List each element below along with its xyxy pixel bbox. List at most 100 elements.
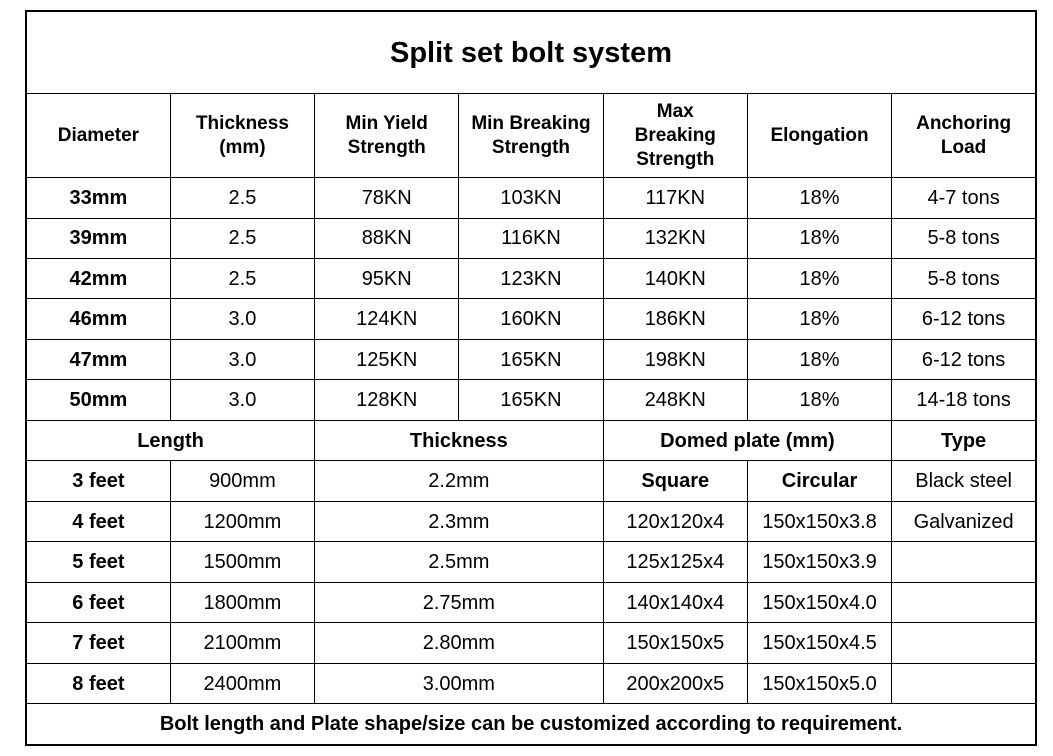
table-cell: 125KN <box>314 338 460 381</box>
table-cell: 18% <box>746 217 893 259</box>
table-cell: 39mm <box>25 217 171 259</box>
table-cell: 18% <box>746 298 893 340</box>
table-cell: 2.5mm <box>314 541 604 583</box>
table-cell: 8 feet <box>25 662 171 705</box>
table-cell: 123KN <box>458 257 604 300</box>
table-cell: 88KN <box>314 217 460 259</box>
table-cell: 2400mm <box>169 662 316 705</box>
table-cell: 160KN <box>458 298 604 340</box>
data-row: 42mm 2.5 95KN 123KN 140KN 18% 5-8 tons <box>25 257 1037 300</box>
table-cell: 2.5 <box>169 257 316 300</box>
table-cell: 248KN <box>602 379 748 421</box>
table-cell: 6-12 tons <box>891 298 1037 340</box>
table-cell: 1200mm <box>169 500 316 543</box>
data-row: 50mm 3.0 128KN 165KN 248KN 18% 14-18 tons <box>25 379 1037 421</box>
table-cell: 2.5 <box>169 217 316 259</box>
table-cell: 150x150x3.9 <box>746 541 893 583</box>
column-header: Min Breaking Strength <box>458 92 604 179</box>
table-cell: 18% <box>746 379 893 421</box>
column-header: Diameter <box>25 92 171 179</box>
table-cell: 3.00mm <box>314 662 604 705</box>
footer-row: Bolt length and Plate shape/size can be … <box>25 703 1037 746</box>
table-cell: 5 feet <box>25 541 171 583</box>
table-cell: 132KN <box>602 217 748 259</box>
table-cell: 18% <box>746 257 893 300</box>
table-cell: 150x150x3.8 <box>746 500 893 543</box>
table-cell: 2.75mm <box>314 581 604 624</box>
title-row: Split set bolt system <box>25 10 1037 94</box>
table-cell: 18% <box>746 177 893 219</box>
table-cell: 128KN <box>314 379 460 421</box>
table-cell: 2.80mm <box>314 622 604 664</box>
table-cell: 18% <box>746 338 893 381</box>
table-cell: 150x150x4.0 <box>746 581 893 624</box>
table-cell: 140x140x4 <box>602 581 748 624</box>
table-cell: 150x150x5.0 <box>746 662 893 705</box>
table-cell: 103KN <box>458 177 604 219</box>
table-cell: 2100mm <box>169 622 316 664</box>
table-cell: 95KN <box>314 257 460 300</box>
table-cell: 5-8 tons <box>891 257 1037 300</box>
section-header: Domed plate (mm) <box>602 419 893 462</box>
footer-note: Bolt length and Plate shape/size can be … <box>25 703 1037 746</box>
column-header: Thickness (mm) <box>169 92 316 179</box>
data-row: 33mm 2.5 78KN 103KN 117KN 18% 4-7 tons <box>25 177 1037 219</box>
empty-cell <box>891 541 1037 583</box>
table-cell: 120x120x4 <box>602 500 748 543</box>
table-cell: 186KN <box>602 298 748 340</box>
table-cell: 125x125x4 <box>602 541 748 583</box>
table-cell: 900mm <box>169 460 316 502</box>
table-cell: 2.3mm <box>314 500 604 543</box>
table-cell: 4-7 tons <box>891 177 1037 219</box>
data-row: 7 feet 2100mm 2.80mm 150x150x5 150x150x4.5 <box>25 622 1037 664</box>
table-cell: 117KN <box>602 177 748 219</box>
table-cell: 198KN <box>602 338 748 381</box>
table-cell: 2.2mm <box>314 460 604 502</box>
table-cell: Square <box>602 460 748 502</box>
table-cell: 3 feet <box>25 460 171 502</box>
table-cell: 14-18 tons <box>891 379 1037 421</box>
data-row: 4 feet 1200mm 2.3mm 120x120x4 150x150x3.8 Gal… <box>25 500 1037 543</box>
table-cell: 6 feet <box>25 581 171 624</box>
data-row: 39mm 2.5 88KN 116KN 132KN 18% 5-8 tons <box>25 217 1037 259</box>
table-cell: 3.0 <box>169 298 316 340</box>
spec-table: Split set bolt system Diameter Thickness … <box>25 10 1037 746</box>
table-cell: 42mm <box>25 257 171 300</box>
table-cell: 33mm <box>25 177 171 219</box>
data-row: 6 feet 1800mm 2.75mm 140x140x4 150x150x4.0 <box>25 581 1037 624</box>
table-cell: 150x150x4.5 <box>746 622 893 664</box>
table-cell: 150x150x5 <box>602 622 748 664</box>
table-cell: 124KN <box>314 298 460 340</box>
column-header: Anchoring Load <box>891 92 1037 179</box>
data-row: 3 feet 900mm 2.2mm Square Circular Black stee… <box>25 460 1037 502</box>
column-header: Elongation <box>746 92 893 179</box>
header-row: Diameter Thickness (mm) Min Yield Strength… <box>25 92 1037 179</box>
data-row: 47mm 3.0 125KN 165KN 198KN 18% 6-12 tons <box>25 338 1037 381</box>
table-cell: 47mm <box>25 338 171 381</box>
table-cell: 46mm <box>25 298 171 340</box>
table-cell: 116KN <box>458 217 604 259</box>
table-cell: 165KN <box>458 379 604 421</box>
table-cell: 165KN <box>458 338 604 381</box>
data-row: 46mm 3.0 124KN 160KN 186KN 18% 6-12 tons <box>25 298 1037 340</box>
data-row: 5 feet 1500mm 2.5mm 125x125x4 150x150x3.9 <box>25 541 1037 583</box>
section-header: Thickness <box>314 419 604 462</box>
section-header-row: Length Thickness Domed plate (mm) Type <box>25 419 1037 462</box>
table-cell: 50mm <box>25 379 171 421</box>
empty-cell <box>891 622 1037 664</box>
table-cell: 7 feet <box>25 622 171 664</box>
table-cell: 2.5 <box>169 177 316 219</box>
section-header: Type <box>891 419 1037 462</box>
data-row: 8 feet 2400mm 3.00mm 200x200x5 150x150x5.0 <box>25 662 1037 705</box>
table-cell: 4 feet <box>25 500 171 543</box>
table-cell: Black steel <box>891 460 1037 502</box>
empty-cell <box>891 581 1037 624</box>
table-cell: 3.0 <box>169 338 316 381</box>
table-cell: 1500mm <box>169 541 316 583</box>
table-cell: 78KN <box>314 177 460 219</box>
table-cell: 3.0 <box>169 379 316 421</box>
empty-cell <box>891 662 1037 705</box>
table-cell: 1800mm <box>169 581 316 624</box>
column-header: Min Yield Strength <box>314 92 460 179</box>
table-cell: Circular <box>746 460 893 502</box>
